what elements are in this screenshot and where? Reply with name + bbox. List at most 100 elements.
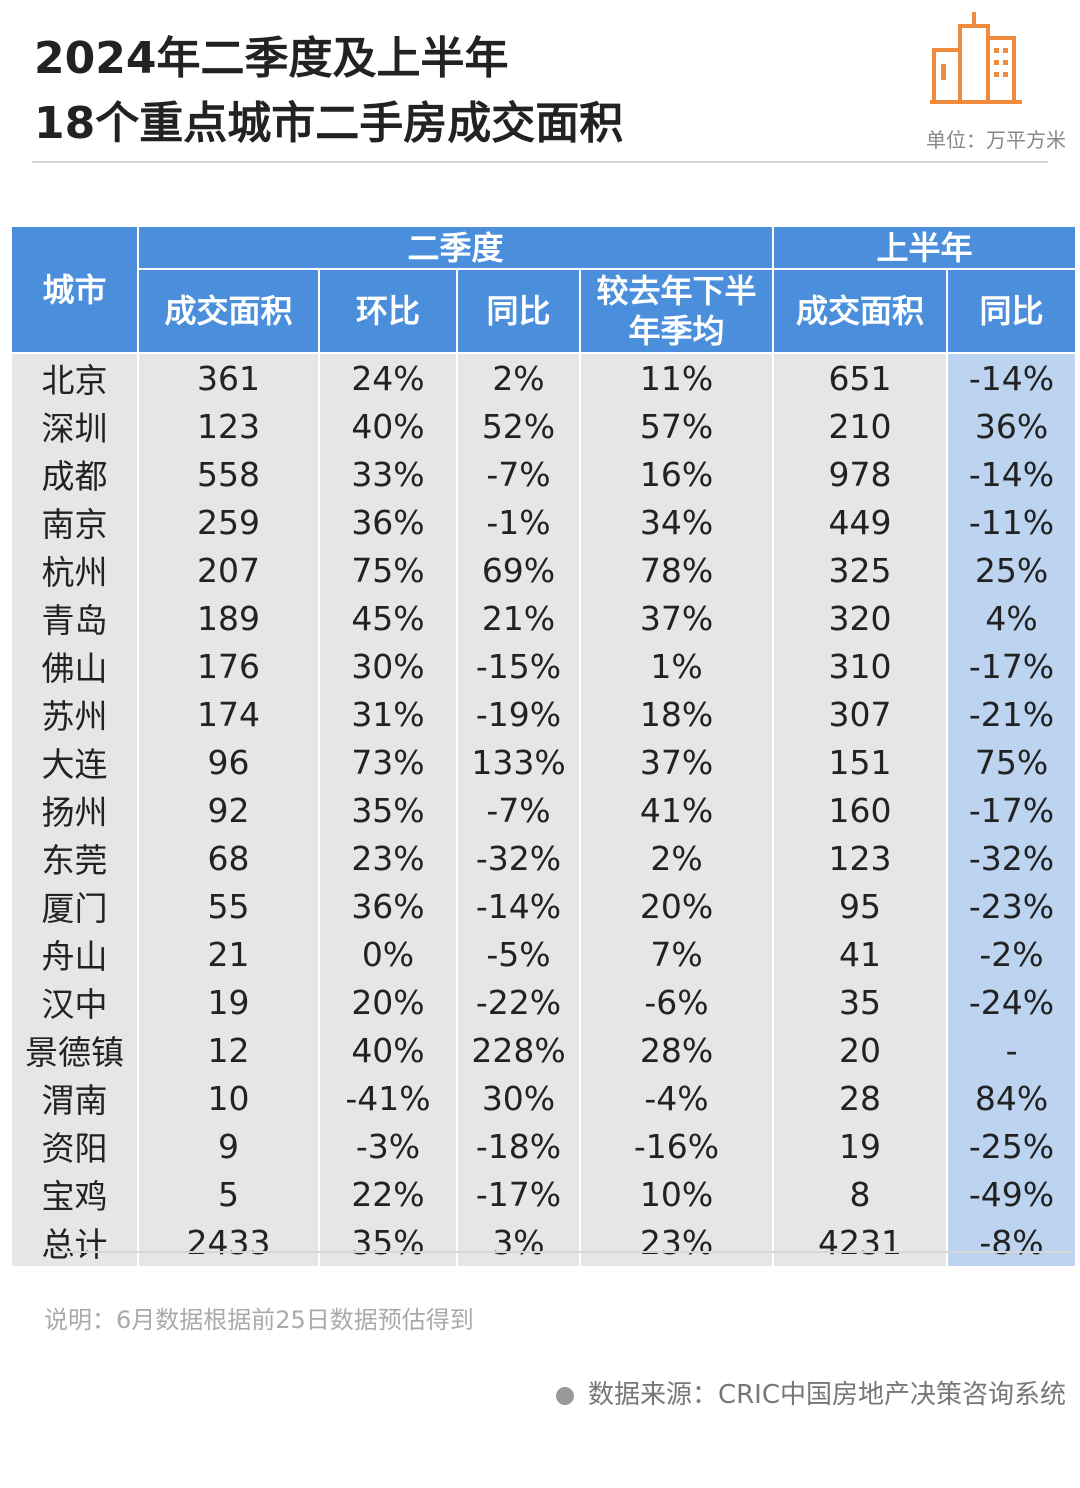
table-cell: 资阳 [10, 1122, 139, 1170]
header-cell: 城市 [10, 225, 139, 354]
table-cell: 21% [456, 594, 581, 642]
building-icon [930, 12, 1022, 104]
table-cell: 北京 [10, 353, 139, 402]
header-cell: 同比 [946, 268, 1078, 354]
table-cell: 325 [772, 546, 949, 594]
table-cell: 92 [137, 786, 320, 834]
table-cell: -19% [456, 690, 581, 738]
table-cell: -7% [456, 450, 581, 498]
table-row: 宝鸡 5 22% -17% 10% 8 -49% [10, 1170, 1078, 1218]
table-cell: 0% [318, 930, 458, 978]
table-row: 大连 96 73% 133% 37% 151 75% [10, 738, 1078, 786]
table-cell: 35 [772, 978, 949, 1026]
table-row: 东莞 68 23% -32% 2% 123 -32% [10, 834, 1078, 882]
table-cell: 佛山 [10, 642, 139, 690]
table-cell: 95 [772, 882, 949, 930]
table-cell: 45% [318, 594, 458, 642]
table-cell: -11% [946, 498, 1078, 546]
header-row: 城市 二季度 上半年 [10, 225, 1078, 354]
table-row: 总计 2433 35% 3% 23% 4231 -8% [10, 1218, 1078, 1266]
table-cell: 2% [456, 353, 581, 402]
table-cell: 57% [578, 402, 775, 450]
table-cell: 207 [137, 546, 320, 594]
table-cell: 176 [137, 642, 320, 690]
table-row: 渭南 10 -41% 30% -4% 28 84% [10, 1074, 1078, 1122]
table-cell: -6% [578, 978, 775, 1026]
bullet [555, 1386, 574, 1405]
table-cell: 大连 [10, 738, 139, 786]
header-cell: 成交面积 [137, 268, 320, 354]
header-cell: 上半年 [772, 225, 1078, 270]
table-cell: 84% [946, 1074, 1078, 1122]
table-cell: 35% [318, 786, 458, 834]
table-cell: -24% [946, 978, 1078, 1026]
table-cell: 69% [456, 546, 581, 594]
header-row: 成交面积 环比 同比 较去年下半年季均 成交面积 同比 [11, 268, 1078, 354]
table-cell: 23% [318, 834, 458, 882]
table-cell: -49% [946, 1170, 1078, 1218]
table-cell: 96 [137, 738, 320, 786]
table-cell: -32% [456, 834, 581, 882]
table-cell: 24% [318, 353, 458, 402]
table-cell: 20% [318, 978, 458, 1026]
table-cell: 深圳 [10, 402, 139, 450]
table-cell: 杭州 [10, 546, 139, 594]
table-cell: - [946, 1026, 1078, 1074]
table-cell: 22% [318, 1170, 458, 1218]
table-cell: -3% [318, 1122, 458, 1170]
table-row: 扬州 92 35% -7% 41% 160 -17% [10, 786, 1078, 834]
table-cell: 10 [137, 1074, 320, 1122]
divider [32, 161, 1048, 163]
table-row: 厦门 55 36% -14% 20% 95 -23% [10, 882, 1078, 930]
table-cell: -21% [946, 690, 1078, 738]
table-row: 深圳 123 40% 52% 57% 210 36% [10, 402, 1078, 450]
table-cell: 320 [772, 594, 949, 642]
table-cell: 21 [137, 930, 320, 978]
table-row: 北京 361 24% 2% 11% 651 -14% [10, 353, 1078, 402]
table-cell: 123 [137, 402, 320, 450]
table-row: 汉中 19 20% -22% -6% 35 -24% [10, 978, 1078, 1026]
table-cell: 5 [137, 1170, 320, 1218]
table-cell: 75% [946, 738, 1078, 786]
source-text: 数据来源：CRIC中国房地产决策咨询系统 [587, 1380, 1066, 1410]
title-line: 2024年二季度及上半年 [34, 33, 509, 84]
table-row: 青岛 189 45% 21% 37% 320 4% [10, 594, 1078, 642]
table-cell: 36% [946, 402, 1078, 450]
table-row: 苏州 174 31% -19% 18% 307 -21% [10, 690, 1078, 738]
table-cell: 151 [772, 738, 949, 786]
table-cell: 20% [578, 882, 775, 930]
table-cell: 37% [578, 738, 775, 786]
table-cell: -16% [578, 1122, 775, 1170]
table-cell: 40% [318, 1026, 458, 1074]
table-row: 成都 558 33% -7% 16% 978 -14% [10, 450, 1078, 498]
table-cell: -2% [946, 930, 1078, 978]
table-cell: 2433 [137, 1218, 320, 1266]
table-cell: 36% [318, 882, 458, 930]
table-cell: 133% [456, 738, 581, 786]
table-cell: 南京 [10, 498, 139, 546]
table-cell: 35% [318, 1218, 458, 1266]
table-cell: 东莞 [10, 834, 139, 882]
table-cell: 成都 [10, 450, 139, 498]
table-cell: -14% [946, 450, 1078, 498]
table-cell: 7% [578, 930, 775, 978]
table-cell: 52% [456, 402, 581, 450]
table-cell: 11% [578, 353, 775, 402]
source: 数据来源：CRIC中国房地产决策咨询系统 [555, 1374, 1066, 1411]
table-cell: -41% [318, 1074, 458, 1122]
table-cell: 19 [772, 1122, 949, 1170]
table-cell: 4% [946, 594, 1078, 642]
table-row: 南京 259 36% -1% 34% 449 -11% [10, 498, 1078, 546]
table-cell: 10% [578, 1170, 775, 1218]
header-cell: 成交面积 [772, 268, 949, 354]
table-cell: 78% [578, 546, 775, 594]
table-cell: 978 [772, 450, 949, 498]
table-cell: -14% [456, 882, 581, 930]
table-cell: 1% [578, 642, 775, 690]
table-cell: 4231 [772, 1218, 949, 1266]
table-cell: -7% [456, 786, 581, 834]
table-cell: 扬州 [10, 786, 139, 834]
table-cell: -32% [946, 834, 1078, 882]
table-cell: 25% [946, 546, 1078, 594]
table-cell: 55 [137, 882, 320, 930]
